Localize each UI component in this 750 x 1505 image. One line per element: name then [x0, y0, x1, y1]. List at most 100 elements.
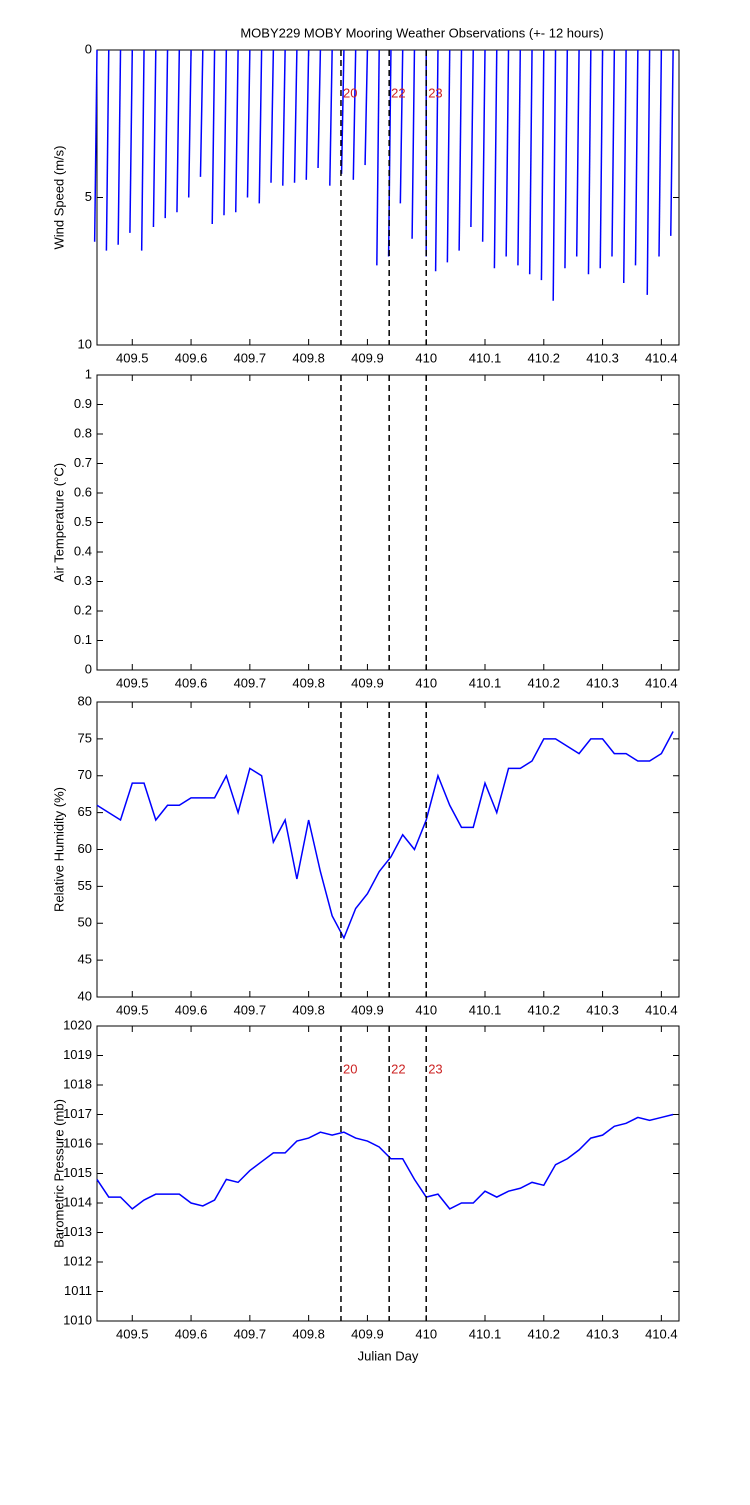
- wind-stick: [622, 49, 627, 284]
- x-tick-label: 409.9: [351, 1002, 384, 1017]
- x-tick-label: 409.7: [234, 675, 267, 690]
- x-tick-label: 409.6: [175, 350, 208, 365]
- plot-area: [96, 374, 680, 671]
- x-tick-label: 409.8: [292, 1002, 325, 1017]
- y-tick-label: 0.2: [74, 602, 92, 617]
- wind-stick: [446, 49, 451, 263]
- wind-stick: [376, 49, 380, 266]
- wind-stick: [211, 49, 216, 225]
- plot-area: [96, 49, 680, 346]
- wind-stick: [93, 49, 98, 242]
- data-line: [96, 731, 674, 940]
- wind-stick: [352, 49, 357, 180]
- wind-stick: [540, 49, 545, 281]
- wind-stick: [340, 49, 345, 174]
- y-tick-label: 0.3: [74, 573, 92, 588]
- wind-stick: [199, 49, 204, 177]
- x-tick-label: 409.6: [175, 675, 208, 690]
- x-tick-label: 409.8: [292, 1326, 325, 1341]
- x-tick-label: 410.2: [528, 350, 561, 365]
- x-tick-label: 409.5: [116, 350, 149, 365]
- wind-stick: [634, 49, 639, 266]
- y-tick-label: 1012: [63, 1253, 92, 1268]
- wind-stick: [246, 49, 251, 198]
- event-label: 22: [391, 85, 405, 100]
- wind-stick: [670, 49, 674, 236]
- wind-stick: [470, 49, 474, 228]
- wind-stick: [152, 49, 157, 228]
- x-tick-label: 410: [415, 675, 437, 690]
- x-axis-label: Julian Day: [358, 1348, 419, 1363]
- wind-stick: [517, 49, 522, 266]
- y-tick-label: 10: [78, 336, 92, 351]
- y-tick-label: 0.4: [74, 543, 92, 558]
- y-tick-label: 50: [78, 915, 92, 930]
- wind-stick: [164, 49, 169, 219]
- x-tick-label: 410.1: [469, 1002, 502, 1017]
- y-tick-label: 0.8: [74, 425, 92, 440]
- x-tick-label: 410.3: [586, 1002, 619, 1017]
- y-tick-label: 0: [85, 661, 92, 676]
- x-tick-label: 409.6: [175, 1002, 208, 1017]
- x-tick-label: 410.1: [469, 1326, 502, 1341]
- wind-stick: [411, 49, 416, 239]
- x-tick-label: 409.5: [116, 675, 149, 690]
- x-tick-label: 410: [415, 350, 437, 365]
- x-tick-label: 409.8: [292, 675, 325, 690]
- x-tick-label: 410.4: [645, 1326, 678, 1341]
- wind-stick: [528, 49, 533, 275]
- wind-stick: [493, 49, 498, 269]
- wind-stick: [129, 49, 134, 233]
- y-axis-label: Relative Humidity (%): [51, 787, 66, 912]
- wind-stick: [293, 49, 298, 183]
- x-tick-label: 409.7: [234, 1326, 267, 1341]
- wind-stick: [317, 49, 322, 169]
- y-tick-label: 1013: [63, 1224, 92, 1239]
- x-tick-label: 410.2: [528, 1002, 561, 1017]
- x-tick-label: 410.3: [586, 350, 619, 365]
- wind-stick: [282, 49, 286, 186]
- x-tick-label: 410.3: [586, 675, 619, 690]
- y-tick-label: 5: [85, 189, 92, 204]
- wind-stick: [329, 49, 333, 186]
- y-tick-label: 75: [78, 730, 92, 745]
- x-tick-label: 410.2: [528, 675, 561, 690]
- y-tick-label: 70: [78, 767, 92, 782]
- wind-stick: [176, 49, 181, 213]
- y-tick-label: 0.1: [74, 632, 92, 647]
- wind-stick: [646, 49, 651, 295]
- wind-stick: [305, 49, 310, 180]
- wind-stick: [270, 49, 275, 183]
- y-tick-label: 65: [78, 804, 92, 819]
- x-tick-label: 410.1: [469, 675, 502, 690]
- y-tick-label: 40: [78, 988, 92, 1003]
- y-tick-label: 1010: [63, 1312, 92, 1327]
- event-label: 22: [391, 1061, 405, 1076]
- y-tick-label: 1019: [63, 1047, 92, 1062]
- plot-area: [96, 1025, 680, 1322]
- event-label: 23: [428, 85, 442, 100]
- y-tick-label: 1018: [63, 1076, 92, 1091]
- wind-stick: [187, 49, 192, 198]
- x-tick-label: 409.6: [175, 1326, 208, 1341]
- y-tick-label: 60: [78, 841, 92, 856]
- y-tick-label: 1017: [63, 1106, 92, 1121]
- x-tick-label: 410: [415, 1326, 437, 1341]
- data-line: [96, 1113, 674, 1210]
- wind-stick: [140, 49, 145, 251]
- wind-stick: [575, 49, 580, 257]
- y-tick-label: 1020: [63, 1017, 92, 1032]
- y-tick-label: 1015: [63, 1165, 92, 1180]
- y-tick-label: 1011: [64, 1283, 92, 1298]
- event-label: 20: [343, 85, 357, 100]
- y-tick-label: 0.6: [74, 484, 92, 499]
- wind-stick: [105, 49, 110, 251]
- x-tick-label: 409.8: [292, 350, 325, 365]
- wind-stick: [117, 49, 122, 245]
- x-tick-label: 410.2: [528, 1326, 561, 1341]
- wind-stick: [481, 49, 486, 242]
- event-label: 23: [428, 1061, 442, 1076]
- wind-stick: [258, 49, 263, 204]
- wind-stick: [552, 49, 557, 301]
- y-axis-label: Air Temperature (°C): [51, 463, 66, 582]
